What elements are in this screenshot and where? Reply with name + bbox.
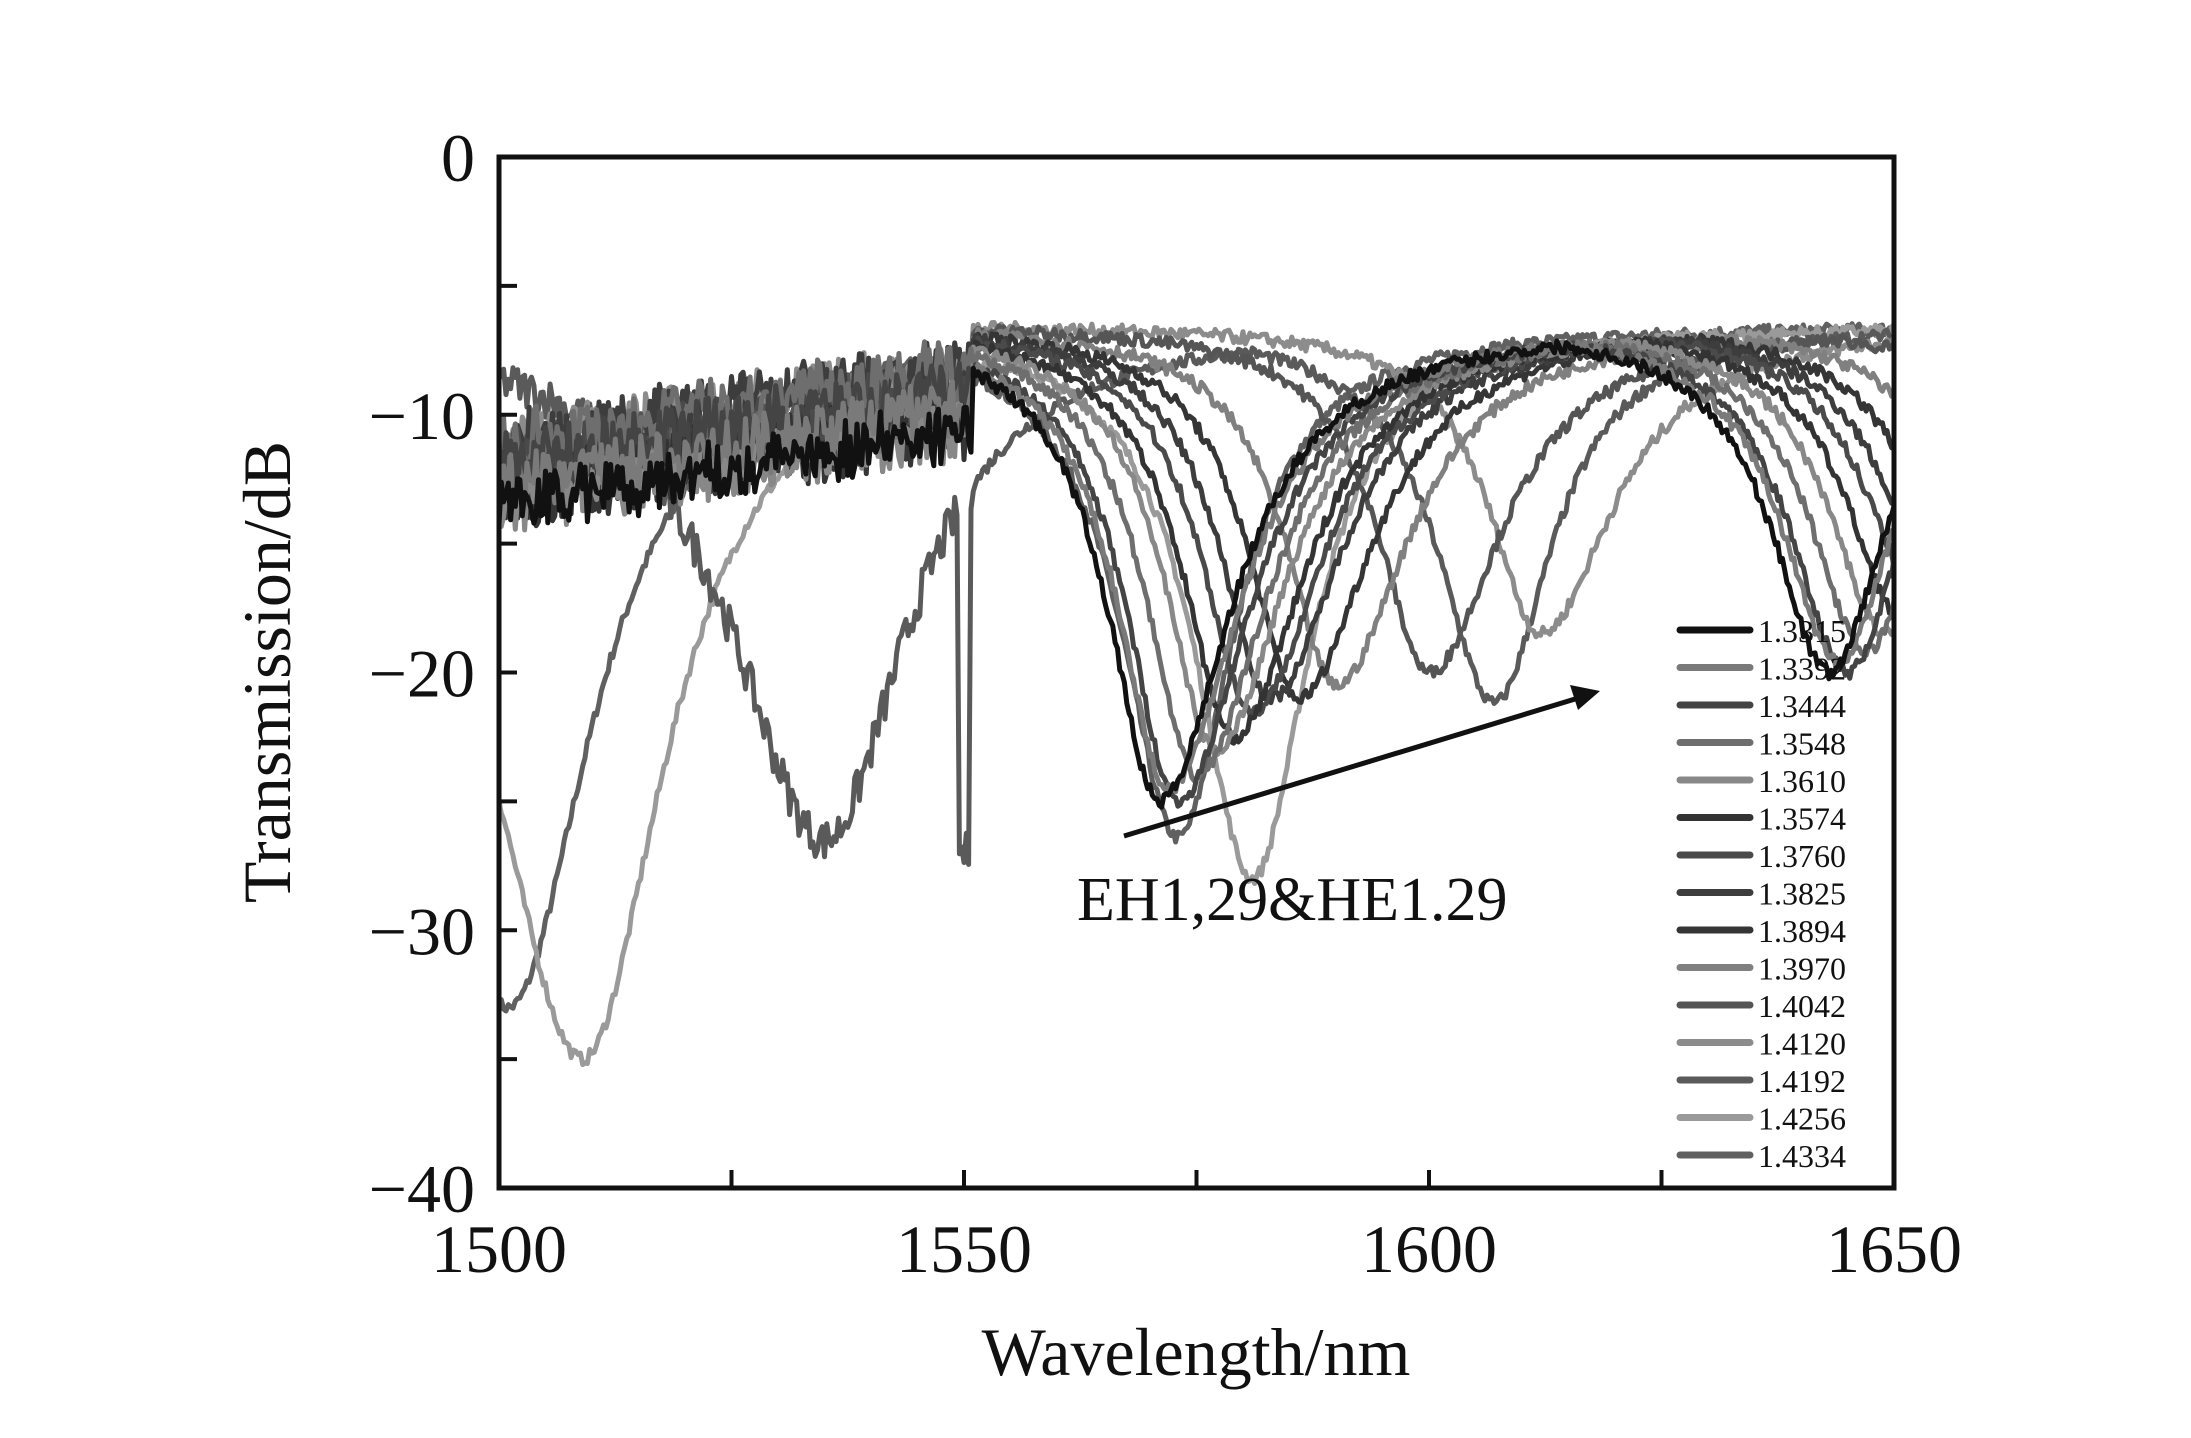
y-tick-label: −20 bbox=[369, 636, 475, 712]
legend-label: 1.3444 bbox=[1758, 688, 1846, 724]
legend-label: 1.3574 bbox=[1758, 801, 1846, 837]
y-tick-labels: 0 −10 −20 −30 −40 bbox=[369, 120, 475, 1227]
series-line-1.3760 bbox=[499, 335, 1894, 718]
legend-label: 1.3825 bbox=[1758, 876, 1846, 912]
y-tick-label: 0 bbox=[441, 120, 475, 196]
y-tick-label: −10 bbox=[369, 378, 475, 454]
legend-label: 1.3315 bbox=[1758, 613, 1846, 649]
legend-label: 1.3610 bbox=[1758, 763, 1846, 799]
axis-ticks bbox=[499, 283, 1664, 1188]
shift-arrow-head bbox=[1570, 685, 1600, 710]
legend-label: 1.3548 bbox=[1758, 726, 1846, 762]
legend-label: 1.4042 bbox=[1758, 988, 1846, 1024]
curves-layer bbox=[499, 320, 1894, 1068]
legend-label: 1.4120 bbox=[1758, 1026, 1846, 1062]
x-tick-label: 1550 bbox=[896, 1211, 1032, 1287]
x-tick-label: 1600 bbox=[1361, 1211, 1497, 1287]
x-tick-label: 1500 bbox=[431, 1211, 567, 1287]
legend-label: 1.4256 bbox=[1758, 1101, 1846, 1137]
series-line-1.3315 bbox=[499, 338, 1894, 810]
x-axis-title: Wavelength/nm bbox=[982, 1314, 1411, 1390]
legend-label: 1.3760 bbox=[1758, 838, 1846, 874]
legend-label: 1.3392 bbox=[1758, 651, 1846, 687]
annotation-group: EH1,29&HE1.29 bbox=[1077, 685, 1600, 934]
y-tick-label: −30 bbox=[369, 893, 475, 969]
legend-label: 1.4334 bbox=[1758, 1138, 1846, 1174]
y-axis-title: Transmission/dB bbox=[229, 441, 305, 903]
x-tick-label: 1650 bbox=[1826, 1211, 1962, 1287]
plot-frame bbox=[496, 154, 1897, 1191]
legend-label: 1.3970 bbox=[1758, 951, 1846, 987]
x-tick-labels: 1500 1550 1600 1650 bbox=[431, 1211, 1962, 1287]
y-tick-label: −40 bbox=[369, 1151, 475, 1227]
shift-arrow-line bbox=[1123, 693, 1586, 839]
legend-label: 1.4192 bbox=[1758, 1063, 1846, 1099]
mode-annotation: EH1,29&HE1.29 bbox=[1077, 866, 1508, 934]
legend: 1.33151.33921.34441.35481.36101.35741.37… bbox=[1676, 613, 1846, 1174]
legend-label: 1.3894 bbox=[1758, 913, 1846, 949]
